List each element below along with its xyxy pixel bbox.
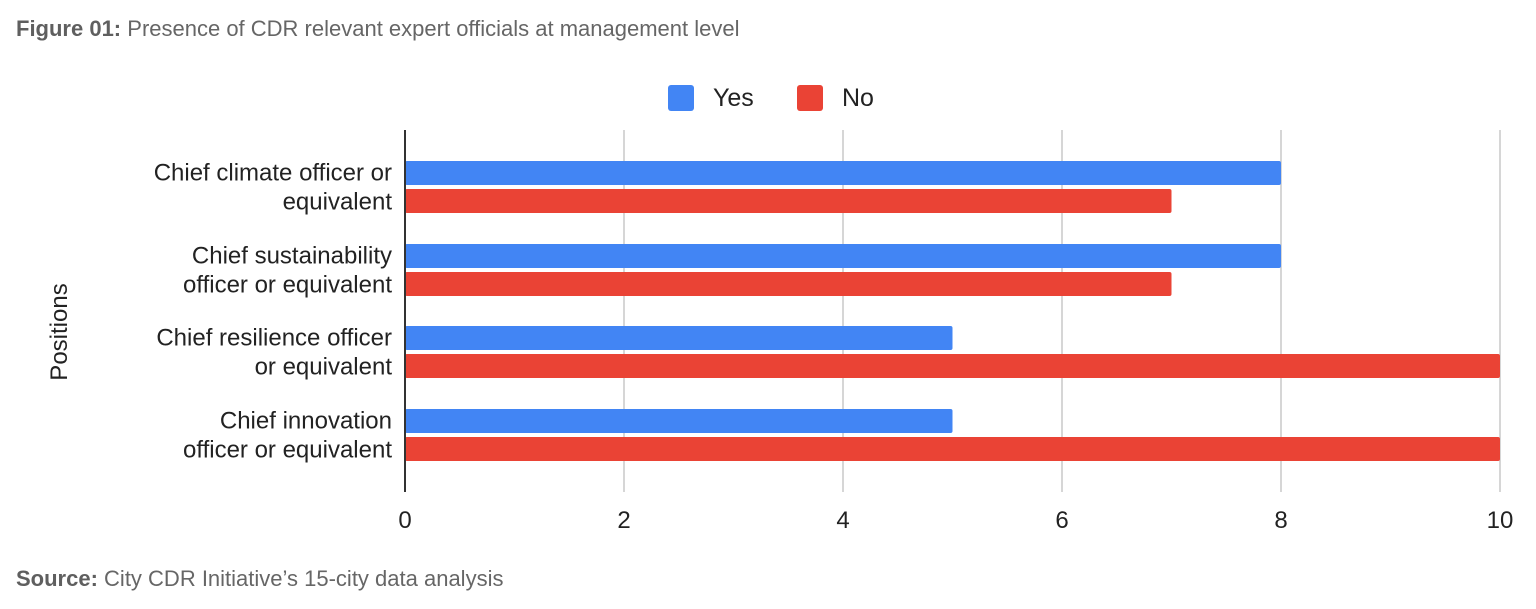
bar-no (405, 437, 1500, 461)
bar-no (405, 189, 1172, 213)
category-label: equivalent (283, 189, 393, 216)
category-label: officer or equivalent (183, 272, 392, 299)
category-label: Chief climate officer or (154, 160, 392, 187)
x-tick-label: 4 (836, 507, 849, 534)
bar-no (405, 272, 1172, 296)
figure-caption: Figure 01: Presence of CDR relevant expe… (16, 16, 740, 42)
x-tick-label: 8 (1274, 507, 1287, 534)
bar-yes (405, 161, 1281, 185)
category-label: officer or equivalent (183, 437, 392, 464)
category-label: or equivalent (255, 354, 393, 381)
legend-swatch-no (797, 85, 823, 111)
legend-label-no: No (842, 84, 874, 112)
source-caption-label: Source: (16, 566, 98, 591)
figure-caption-text: Presence of CDR relevant expert official… (127, 16, 740, 41)
bar-no (405, 354, 1500, 378)
bar-yes (405, 244, 1281, 268)
bar-yes (405, 326, 953, 350)
x-tick-label: 6 (1055, 507, 1068, 534)
category-label: Chief resilience officer (156, 325, 392, 352)
y-axis-title: Positions (46, 283, 73, 380)
x-tick-label: 2 (617, 507, 630, 534)
category-label: Chief sustainability (192, 243, 392, 270)
bar-yes (405, 409, 953, 433)
x-tick-label: 0 (398, 507, 411, 534)
source-caption: Source: City CDR Initiative’s 15-city da… (16, 566, 503, 592)
figure-caption-label: Figure 01: (16, 16, 122, 41)
source-caption-text: City CDR Initiative’s 15-city data analy… (104, 566, 504, 591)
x-tick-label: 10 (1487, 507, 1514, 534)
legend-label-yes: Yes (713, 84, 754, 112)
category-label: Chief innovation (220, 408, 392, 435)
legend-swatch-yes (668, 85, 694, 111)
